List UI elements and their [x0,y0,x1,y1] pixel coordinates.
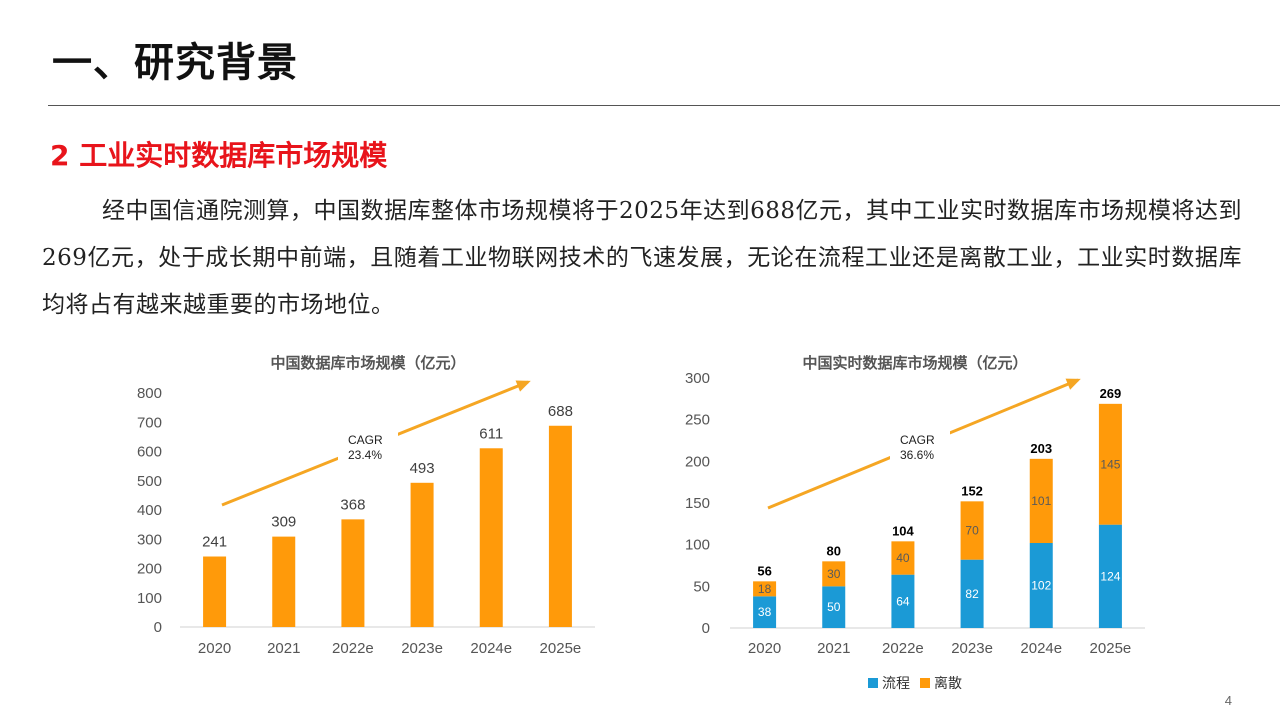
bar-segment-process [960,559,984,628]
bar [479,448,503,627]
body-paragraph: 经中国信通院测算，中国数据库整体市场规模将于2025年达到688亿元，其中工业实… [42,198,1242,318]
bar-segment-process [822,586,846,628]
x-tick-label: 2025e [1090,640,1132,657]
bar-segment-discrete [753,581,777,597]
segment-value-label: 64 [896,594,910,608]
segment-value-label: 40 [896,551,910,565]
bar-value-label: 241 [202,534,227,551]
bar-segment-discrete [822,561,846,587]
total-label: 80 [827,543,841,558]
bar [410,482,434,627]
segment-value-label: 38 [758,605,772,619]
page-title: 一、研究背景 [52,40,298,86]
x-tick-label: 2024e [1020,640,1062,657]
segment-value-label: 145 [1100,457,1120,471]
bar-segment-process [1098,524,1122,628]
bar [272,536,296,627]
x-tick-label: 2022e [332,640,374,657]
bar-value-label: 368 [340,496,365,513]
segment-value-label: 101 [1031,494,1051,508]
bar-segment-process [1029,543,1053,628]
segment-value-label: 70 [965,524,979,538]
y-tick-label: 150 [685,495,710,512]
x-tick-label: 2022e [882,640,924,657]
database-market-chart: 中国数据库市场规模（亿元） 0 100 200 300 400 500 600 700 800 24… [130,340,600,670]
x-tick-label: 2023e [401,640,443,657]
cagr-value: 36.6% [900,448,934,462]
chart-title: 中国实时数据库市场规模（亿元） [802,354,1027,372]
bar-value-label: 688 [548,403,573,420]
cagr-label: CAGR [900,433,935,447]
y-tick-label: 300 [685,370,710,387]
realtime-database-market-chart: 中国实时数据库市场规模（亿元） 0 50 100 150 200 250 300 38 18 56 2… [680,340,1160,710]
cagr-label: CAGR [348,433,383,447]
total-label: 269 [1100,386,1122,401]
x-tick-label: 2024e [470,640,512,657]
y-tick-label: 600 [137,444,162,461]
x-tick-label: 2020 [748,640,781,657]
cagr-value: 23.4% [348,448,382,462]
bar-segment-discrete [1029,458,1053,543]
legend-swatch-process [868,678,878,688]
bar [341,519,365,627]
y-tick-label: 200 [685,453,710,470]
y-tick-label: 100 [137,590,162,607]
segment-value-label: 18 [758,582,772,596]
segment-value-label: 50 [827,600,841,614]
legend-label: 离散 [934,675,962,691]
x-tick-label: 2020 [198,640,231,657]
legend-label: 流程 [882,675,910,691]
x-tick-label: 2021 [817,640,850,657]
y-tick-label: 100 [685,537,710,554]
segment-value-label: 102 [1031,579,1051,593]
bar-segment-process [753,596,777,628]
bar-value-label: 611 [479,425,503,442]
cagr-label-bg [890,428,950,466]
bar [203,556,227,627]
page-number: 4 [1224,693,1232,708]
y-tick-label: 0 [702,620,710,637]
cagr-label-bg [338,428,398,466]
total-label: 152 [961,483,983,498]
segment-value-label: 82 [965,587,979,601]
bar-segment-discrete [1098,403,1122,525]
y-tick-label: 500 [137,473,162,490]
bar-segment-discrete [891,541,915,575]
realtime-database-market-svg: 中国实时数据库市场规模（亿元） 0 50 100 150 200 250 300 38 18 56 2… [685,354,1145,691]
x-tick-label: 2021 [267,640,300,657]
bar-segment-discrete [960,501,984,560]
chart-title: 中国数据库市场规模（亿元） [270,354,465,372]
bar-value-label: 309 [271,514,296,531]
cagr-arrow-head [1065,378,1081,390]
legend-swatch-discrete [920,678,930,688]
y-tick-label: 700 [137,414,162,431]
y-tick-label: 0 [154,619,162,636]
title-divider [48,105,1280,106]
y-tick-label: 250 [685,412,710,429]
y-tick-label: 50 [693,578,710,595]
segment-value-label: 30 [827,567,841,581]
x-tick-label: 2023e [951,640,993,657]
y-tick-label: 800 [137,385,162,402]
total-label: 104 [892,523,914,538]
legend: 流程 离散 [868,675,962,691]
bar [548,425,572,627]
bar-segment-process [891,574,915,628]
y-tick-label: 400 [137,502,162,519]
y-tick-label: 300 [137,531,162,548]
database-market-svg: 中国数据库市场规模（亿元） 0 100 200 300 400 500 600 700 800 24… [137,354,595,657]
cagr-arrow-head [515,380,531,392]
total-label: 56 [757,563,771,578]
y-tick-label: 200 [137,561,162,578]
total-label: 203 [1030,441,1052,456]
x-tick-label: 2025e [540,640,582,657]
section-heading: 2 工业实时数据库市场规模 [50,139,388,172]
bar-value-label: 493 [410,460,435,477]
segment-value-label: 124 [1100,569,1120,583]
